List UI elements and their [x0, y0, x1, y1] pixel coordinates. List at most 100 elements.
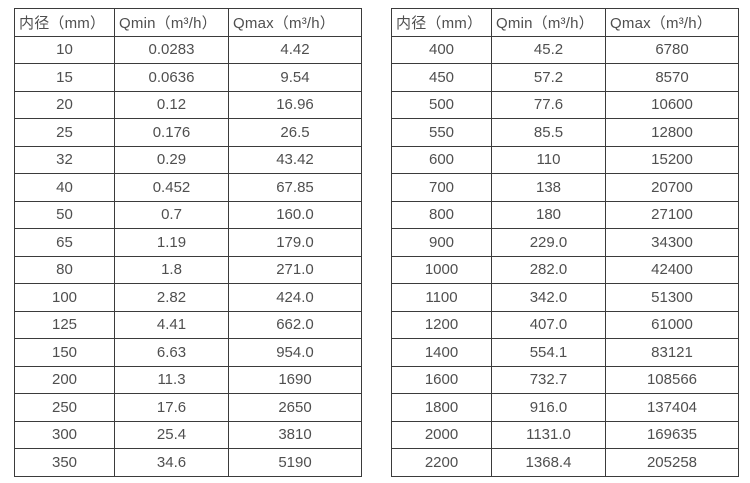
- table-row: 800 180 27100: [391, 200, 739, 229]
- qmax-cell: 954.0: [228, 338, 362, 367]
- flow-table-small-diameters: 内径（mm） Qmin（m³/h） Qmax（m³/h） 10 0.0283 4.42 1…: [14, 8, 362, 477]
- table-row: 15 0.0636 9.54: [14, 63, 362, 92]
- table-row: 125 4.41 662.0: [14, 310, 362, 339]
- qmin-cell: 34.6: [114, 448, 229, 477]
- qmin-cell: 4.41: [114, 310, 229, 339]
- table-row: 1800 916.0 137404: [391, 393, 739, 422]
- table-row: 900 229.0 34300: [391, 228, 739, 257]
- qmax-cell: 20700: [605, 173, 739, 202]
- table-row: 50 0.7 160.0: [14, 200, 362, 229]
- table-row: 25 0.176 26.5: [14, 118, 362, 147]
- diameter-cell: 150: [14, 338, 115, 367]
- qmin-cell: 6.63: [114, 338, 229, 367]
- qmin-column-header: Qmin（m³/h）: [114, 8, 229, 37]
- qmin-cell: 1.8: [114, 255, 229, 284]
- table-row: 2200 1368.4 205258: [391, 448, 739, 477]
- qmax-cell: 10600: [605, 90, 739, 119]
- table-row: 400 45.2 6780: [391, 35, 739, 64]
- qmin-cell: 77.6: [491, 90, 606, 119]
- qmax-column-header: Qmax（m³/h）: [605, 8, 739, 37]
- diameter-cell: 550: [391, 118, 492, 147]
- qmax-cell: 67.85: [228, 173, 362, 202]
- qmax-cell: 42400: [605, 255, 739, 284]
- diameter-cell: 125: [14, 310, 115, 339]
- table-row: 500 77.6 10600: [391, 90, 739, 119]
- diameter-cell: 40: [14, 173, 115, 202]
- diameter-cell: 1200: [391, 310, 492, 339]
- qmax-cell: 160.0: [228, 200, 362, 229]
- qmin-cell: 1.19: [114, 228, 229, 257]
- diameter-cell: 50: [14, 200, 115, 229]
- qmax-cell: 61000: [605, 310, 739, 339]
- qmin-cell: 180: [491, 200, 606, 229]
- diameter-cell: 600: [391, 145, 492, 174]
- qmax-cell: 27100: [605, 200, 739, 229]
- qmin-cell: 0.29: [114, 145, 229, 174]
- table-row: 20 0.12 16.96: [14, 90, 362, 119]
- diameter-cell: 32: [14, 145, 115, 174]
- diameter-cell: 1100: [391, 283, 492, 312]
- qmin-cell: 0.176: [114, 118, 229, 147]
- table-row: 450 57.2 8570: [391, 63, 739, 92]
- table-row: 2000 1131.0 169635: [391, 420, 739, 449]
- diameter-cell: 1000: [391, 255, 492, 284]
- qmin-cell: 282.0: [491, 255, 606, 284]
- table-row: 700 138 20700: [391, 173, 739, 202]
- table-header-row: 内径（mm） Qmin（m³/h） Qmax（m³/h）: [391, 8, 739, 37]
- diameter-cell: 200: [14, 365, 115, 394]
- table-row: 32 0.29 43.42: [14, 145, 362, 174]
- qmax-cell: 137404: [605, 393, 739, 422]
- qmin-cell: 138: [491, 173, 606, 202]
- diameter-column-header: 内径（mm）: [391, 8, 492, 37]
- diameter-cell: 450: [391, 63, 492, 92]
- qmax-cell: 1690: [228, 365, 362, 394]
- flow-table-large-diameters: 内径（mm） Qmin（m³/h） Qmax（m³/h） 400 45.2 6780 45…: [391, 8, 739, 477]
- diameter-cell: 80: [14, 255, 115, 284]
- qmin-cell: 25.4: [114, 420, 229, 449]
- qmax-cell: 2650: [228, 393, 362, 422]
- table-row: 300 25.4 3810: [14, 420, 362, 449]
- qmin-cell: 0.452: [114, 173, 229, 202]
- table-row: 80 1.8 271.0: [14, 255, 362, 284]
- qmin-cell: 17.6: [114, 393, 229, 422]
- diameter-cell: 1800: [391, 393, 492, 422]
- qmax-cell: 9.54: [228, 63, 362, 92]
- qmin-cell: 229.0: [491, 228, 606, 257]
- qmin-cell: 732.7: [491, 365, 606, 394]
- qmax-cell: 43.42: [228, 145, 362, 174]
- qmax-cell: 179.0: [228, 228, 362, 257]
- qmax-cell: 6780: [605, 35, 739, 64]
- qmax-cell: 4.42: [228, 35, 362, 64]
- diameter-cell: 1400: [391, 338, 492, 367]
- qmin-cell: 1368.4: [491, 448, 606, 477]
- diameter-cell: 100: [14, 283, 115, 312]
- qmin-cell: 57.2: [491, 63, 606, 92]
- qmax-cell: 15200: [605, 145, 739, 174]
- table-row: 1200 407.0 61000: [391, 310, 739, 339]
- diameter-cell: 65: [14, 228, 115, 257]
- table-row: 350 34.6 5190: [14, 448, 362, 477]
- table-row: 1100 342.0 51300: [391, 283, 739, 312]
- qmax-column-header: Qmax（m³/h）: [228, 8, 362, 37]
- qmin-cell: 0.7: [114, 200, 229, 229]
- qmin-cell: 0.12: [114, 90, 229, 119]
- diameter-cell: 350: [14, 448, 115, 477]
- qmin-cell: 85.5: [491, 118, 606, 147]
- table-row: 550 85.5 12800: [391, 118, 739, 147]
- table-row: 1400 554.1 83121: [391, 338, 739, 367]
- diameter-cell: 1600: [391, 365, 492, 394]
- qmax-cell: 424.0: [228, 283, 362, 312]
- qmax-cell: 3810: [228, 420, 362, 449]
- table-row: 100 2.82 424.0: [14, 283, 362, 312]
- diameter-cell: 400: [391, 35, 492, 64]
- table-row: 10 0.0283 4.42: [14, 35, 362, 64]
- diameter-cell: 20: [14, 90, 115, 119]
- qmax-cell: 83121: [605, 338, 739, 367]
- table-row: 1000 282.0 42400: [391, 255, 739, 284]
- qmin-column-header: Qmin（m³/h）: [491, 8, 606, 37]
- table-header-row: 内径（mm） Qmin（m³/h） Qmax（m³/h）: [14, 8, 362, 37]
- diameter-cell: 2000: [391, 420, 492, 449]
- diameter-cell: 900: [391, 228, 492, 257]
- diameter-cell: 700: [391, 173, 492, 202]
- qmax-cell: 108566: [605, 365, 739, 394]
